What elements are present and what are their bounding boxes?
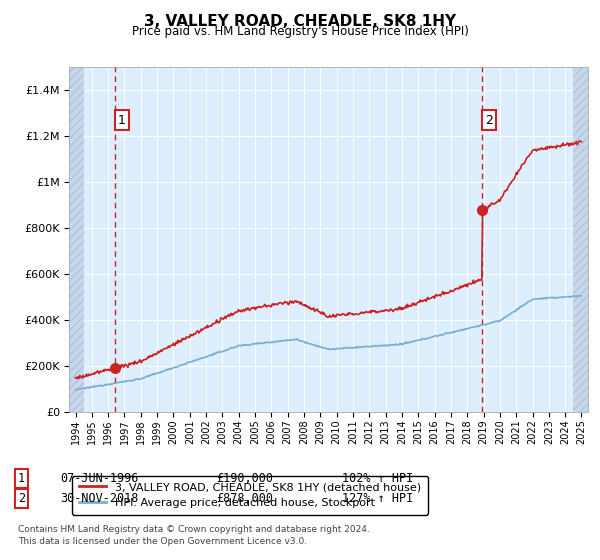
Text: 30-NOV-2018: 30-NOV-2018: [60, 492, 139, 505]
Legend: 3, VALLEY ROAD, CHEADLE, SK8 1HY (detached house), HPI: Average price, detached : 3, VALLEY ROAD, CHEADLE, SK8 1HY (detach…: [72, 475, 428, 515]
Bar: [69, 67, 83, 412]
Text: 2: 2: [485, 114, 493, 127]
Text: 1: 1: [118, 114, 125, 127]
Text: £190,000: £190,000: [216, 472, 273, 486]
Text: 102% ↑ HPI: 102% ↑ HPI: [342, 472, 413, 486]
Bar: [574, 67, 588, 412]
Text: 07-JUN-1996: 07-JUN-1996: [60, 472, 139, 486]
Text: Price paid vs. HM Land Registry's House Price Index (HPI): Price paid vs. HM Land Registry's House …: [131, 25, 469, 38]
Text: 2: 2: [18, 492, 25, 505]
Text: £878,000: £878,000: [216, 492, 273, 505]
Text: 3, VALLEY ROAD, CHEADLE, SK8 1HY: 3, VALLEY ROAD, CHEADLE, SK8 1HY: [144, 14, 456, 29]
Text: 1: 1: [18, 472, 25, 486]
Text: Contains HM Land Registry data © Crown copyright and database right 2024.
This d: Contains HM Land Registry data © Crown c…: [18, 525, 370, 546]
Text: 127% ↑ HPI: 127% ↑ HPI: [342, 492, 413, 505]
